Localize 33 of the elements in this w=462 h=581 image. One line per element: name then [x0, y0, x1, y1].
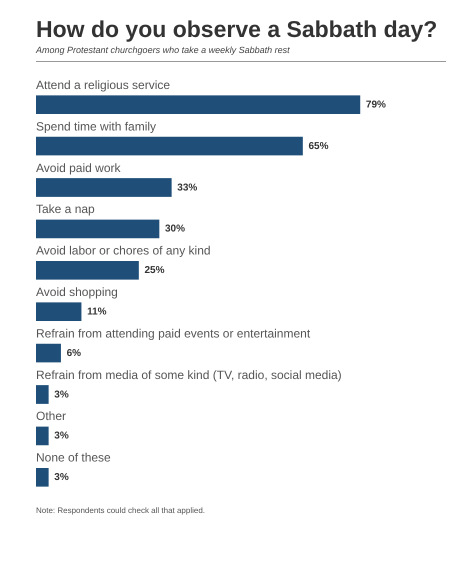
y-tick-label: Avoid labor or chores of any kind — [36, 244, 211, 258]
y-tick-label: Refrain from media of some kind (TV, radio, social media) — [36, 368, 342, 382]
bar — [36, 178, 172, 197]
y-tick-label: Attend a religious service — [36, 78, 170, 92]
bar — [36, 95, 360, 114]
y-tick-label: Spend time with family — [36, 119, 156, 134]
data-label: 6% — [66, 348, 82, 359]
data-label: 3% — [54, 472, 69, 484]
data-label: 65% — [308, 140, 329, 152]
data-label: 25% — [144, 265, 165, 276]
text: Note: Respondents could check all that applied. — [35, 506, 206, 515]
y-tick-label: Avoid paid work — [36, 160, 122, 175]
bar — [36, 220, 160, 238]
y-tick-label: Refrain from attending paid events or entertainment — [36, 326, 311, 340]
chart-subtitle: Among Protestant churchgoers who take a weekly Sabbath rest — [36, 45, 446, 62]
bar — [36, 302, 82, 322]
chart-title: How do you observe a Sabbath day? — [36, 16, 438, 43]
y-tick-label: Take a nap — [36, 202, 96, 216]
y-tick-label: None of these — [36, 450, 112, 465]
bar — [36, 426, 49, 446]
bar — [36, 344, 61, 362]
bar — [36, 468, 49, 487]
data-label: 79% — [366, 99, 386, 110]
y-tick-label: Other — [36, 409, 66, 424]
bar — [36, 260, 139, 280]
bar — [36, 385, 49, 404]
data-label: 30% — [165, 224, 186, 235]
bar — [36, 136, 303, 156]
data-label: 3% — [54, 430, 69, 442]
data-label: 33% — [177, 182, 198, 194]
y-tick-label: Avoid shopping — [36, 285, 118, 300]
data-label: 3% — [54, 389, 69, 400]
data-label: 11% — [87, 306, 107, 318]
